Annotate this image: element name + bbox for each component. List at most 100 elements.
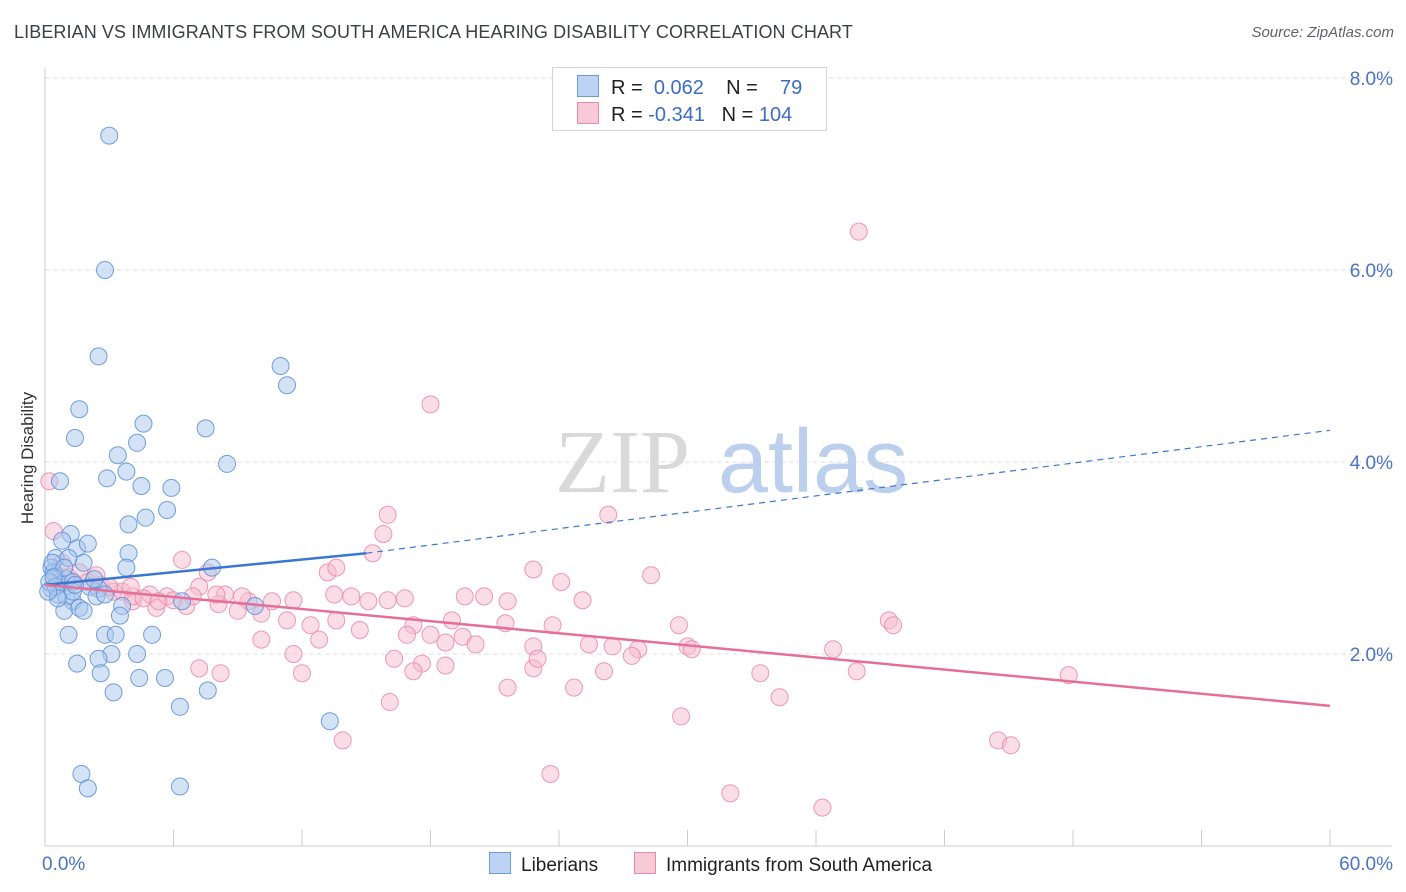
point-liberians	[128, 433, 147, 452]
point-immigrants-south-america	[211, 664, 230, 683]
point-immigrants-south-america	[293, 664, 311, 683]
y-axis-title: Hearing Disability	[18, 391, 37, 524]
point-liberians	[78, 534, 97, 553]
point-liberians	[108, 446, 127, 465]
y-tick-label: 4.0%	[1350, 453, 1393, 474]
legend-swatch-pink	[634, 852, 656, 874]
point-immigrants-south-america	[404, 662, 423, 681]
point-immigrants-south-america	[813, 798, 832, 817]
point-immigrants-south-america	[573, 591, 592, 610]
point-immigrants-south-america	[528, 649, 547, 668]
point-immigrants-south-america	[524, 560, 543, 579]
point-immigrants-south-america	[327, 558, 346, 577]
point-immigrants-south-america	[498, 678, 517, 697]
stats-legend: R = 0.062 N = 79 R = -0.341 N = 104	[552, 67, 827, 131]
point-immigrants-south-america	[599, 505, 618, 524]
point-liberians	[65, 429, 84, 447]
point-liberians	[162, 478, 181, 497]
trend-line-liberians	[44, 551, 367, 587]
point-liberians	[130, 669, 149, 687]
point-immigrants-south-america	[173, 550, 192, 569]
chart-title: LIBERIAN VS IMMIGRANTS FROM SOUTH AMERIC…	[14, 22, 853, 42]
point-immigrants-south-america	[594, 662, 613, 681]
legend-r-value: -0.341	[648, 104, 705, 126]
point-immigrants-south-america	[672, 707, 691, 726]
point-immigrants-south-america	[310, 630, 329, 649]
point-immigrants-south-america	[751, 664, 770, 683]
point-immigrants-south-america	[327, 611, 346, 630]
watermark-zip: ZIP	[555, 413, 690, 512]
point-liberians	[100, 126, 119, 145]
point-immigrants-south-america	[121, 577, 140, 596]
point-liberians	[68, 654, 87, 673]
point-liberians	[74, 553, 93, 572]
point-liberians	[91, 664, 110, 683]
point-immigrants-south-america	[849, 222, 868, 241]
point-immigrants-south-america	[284, 645, 303, 663]
point-immigrants-south-america	[824, 640, 843, 659]
point-immigrants-south-america	[1001, 736, 1020, 755]
series-liberians-points	[39, 126, 339, 798]
point-immigrants-south-america	[395, 589, 414, 608]
point-liberians	[95, 585, 114, 604]
point-liberians	[198, 681, 217, 700]
point-immigrants-south-america	[541, 765, 560, 783]
point-liberians	[70, 400, 89, 419]
trend-lines	[44, 429, 1331, 708]
point-immigrants-south-america	[475, 587, 494, 606]
point-liberians	[128, 645, 147, 663]
gridlines	[45, 77, 1392, 655]
point-liberians	[98, 469, 117, 488]
legend-item-immigrants: Immigrants from South America	[634, 852, 932, 877]
legend-swatch-blue	[577, 75, 599, 97]
point-immigrants-south-america	[603, 637, 622, 656]
x-tick-label: 60.0%	[1339, 854, 1393, 875]
trend-line-liberians-extension	[366, 429, 1331, 554]
point-immigrants-south-america	[252, 630, 271, 649]
point-immigrants-south-america	[498, 592, 517, 611]
point-liberians	[65, 575, 84, 594]
point-liberians	[59, 625, 78, 644]
point-liberians	[95, 261, 114, 279]
point-immigrants-south-america	[333, 731, 352, 750]
tick-labels: 2.0% 4.0% 6.0% 8.0% 0.0% 60.0%	[42, 69, 1393, 875]
point-liberians	[39, 582, 58, 601]
point-immigrants-south-america	[325, 585, 344, 604]
point-immigrants-south-america	[284, 591, 303, 610]
point-liberians	[104, 683, 123, 702]
legend-item-liberians: Liberians	[489, 852, 598, 877]
point-immigrants-south-america	[421, 395, 440, 414]
point-immigrants-south-america	[884, 616, 903, 635]
point-immigrants-south-america	[350, 621, 369, 639]
point-immigrants-south-america	[669, 616, 688, 635]
legend-swatch-pink	[577, 102, 599, 124]
point-immigrants-south-america	[278, 611, 297, 630]
point-immigrants-south-america	[622, 646, 641, 665]
source-credit: Source: ZipAtlas.com	[1251, 24, 1394, 41]
point-liberians	[78, 779, 97, 798]
legend-r-label: R =	[611, 77, 643, 99]
point-immigrants-south-america	[421, 625, 440, 644]
point-immigrants-south-america	[359, 592, 378, 611]
point-immigrants-south-america	[385, 649, 404, 668]
point-liberians	[74, 601, 93, 620]
point-liberians	[218, 454, 237, 473]
point-immigrants-south-america	[466, 635, 485, 654]
legend-swatch-blue	[489, 852, 511, 874]
legend-n-value: 104	[758, 104, 793, 126]
point-immigrants-south-america	[564, 678, 583, 697]
y-tick-label: 2.0%	[1350, 645, 1393, 666]
point-liberians	[155, 669, 174, 687]
point-immigrants-south-america	[190, 659, 209, 678]
legend-row-liberians: R = 0.062 N = 79	[577, 75, 802, 101]
legend-r-label: R =	[611, 104, 643, 126]
point-immigrants-south-america	[397, 625, 416, 644]
point-immigrants-south-america	[342, 587, 361, 606]
legend-label: Liberians	[521, 855, 599, 876]
point-liberians	[173, 592, 192, 611]
point-liberians	[89, 347, 108, 366]
point-immigrants-south-america	[380, 693, 399, 711]
point-immigrants-south-america	[233, 587, 252, 606]
point-immigrants-south-america	[455, 587, 474, 606]
